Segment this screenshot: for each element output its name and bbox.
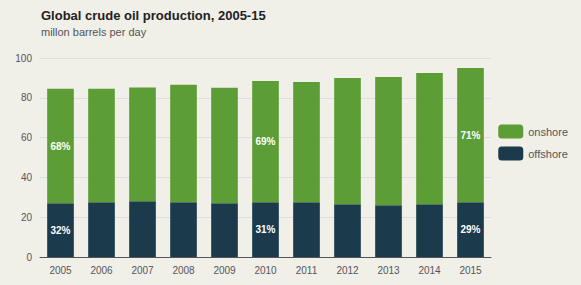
svg-text:80: 80 <box>21 92 33 103</box>
svg-text:2006: 2006 <box>90 265 113 276</box>
svg-text:2013: 2013 <box>377 265 400 276</box>
svg-text:71%: 71% <box>460 130 480 141</box>
svg-text:2014: 2014 <box>418 265 441 276</box>
svg-text:2015: 2015 <box>459 265 482 276</box>
svg-text:2005: 2005 <box>49 265 72 276</box>
svg-text:2009: 2009 <box>213 265 236 276</box>
svg-text:Global crude oil production, 2: Global crude oil production, 2005-15 <box>41 8 266 23</box>
svg-text:31%: 31% <box>255 224 275 235</box>
svg-text:20: 20 <box>21 212 33 223</box>
svg-text:millon barrels per day: millon barrels per day <box>41 26 147 38</box>
svg-text:offshore: offshore <box>528 148 568 160</box>
svg-text:60: 60 <box>21 132 33 143</box>
svg-text:2007: 2007 <box>131 265 154 276</box>
svg-text:32%: 32% <box>50 225 70 236</box>
svg-text:onshore: onshore <box>528 126 568 138</box>
svg-text:2011: 2011 <box>296 265 318 276</box>
svg-text:2012: 2012 <box>336 265 359 276</box>
svg-text:68%: 68% <box>50 141 70 152</box>
svg-text:40: 40 <box>21 172 33 183</box>
svg-text:2010: 2010 <box>254 265 277 276</box>
svg-text:2008: 2008 <box>172 265 195 276</box>
svg-text:100: 100 <box>15 53 32 64</box>
svg-text:0: 0 <box>26 252 32 263</box>
svg-text:29%: 29% <box>460 224 480 235</box>
svg-text:69%: 69% <box>255 136 275 147</box>
